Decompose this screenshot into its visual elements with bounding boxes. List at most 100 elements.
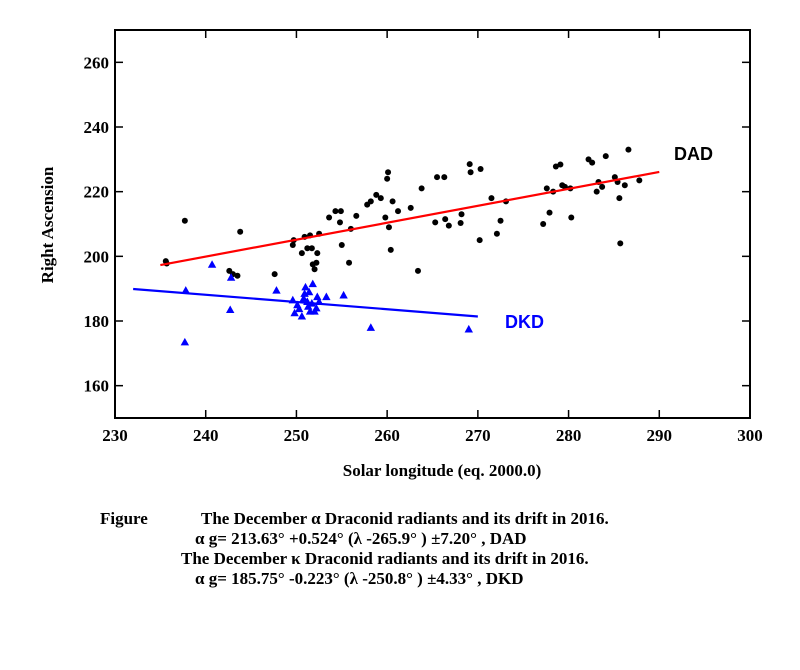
dad-point [557, 161, 564, 168]
dkd-point [304, 287, 314, 296]
dkd-trend-line [133, 287, 478, 318]
chart: 230 240 250 260 270 280 290 300 160 180 200 220 240 2… [38, 29, 763, 480]
y-tick-label: 240 [84, 118, 110, 137]
dad-point [476, 237, 483, 244]
dad-point [493, 230, 500, 237]
dad-point [441, 174, 448, 181]
dkd-point [301, 282, 310, 291]
dad-point [432, 219, 439, 226]
caption-label: Figure [100, 509, 148, 528]
dad-point [234, 272, 241, 279]
dad-point [395, 208, 402, 215]
dad-point [385, 169, 392, 176]
dad-point [414, 267, 421, 274]
series-label-dkd: DKD [505, 312, 544, 332]
dad-point [311, 266, 318, 273]
dad-point [418, 185, 425, 192]
dad-point [442, 216, 449, 223]
dad-point [636, 177, 643, 184]
dad-point [434, 174, 441, 181]
dad-point [326, 214, 333, 221]
dad-point [382, 214, 389, 221]
series-label-dad: DAD [674, 144, 713, 164]
dad-point [353, 212, 360, 219]
dad-point [599, 183, 606, 190]
dad-point [467, 169, 474, 176]
dad-point [367, 198, 374, 205]
dad-point [621, 182, 628, 189]
dad-point [298, 250, 305, 257]
dad-point [377, 195, 384, 202]
dkd-point [464, 324, 473, 333]
dkd-point [297, 311, 307, 320]
y-tick-label: 160 [84, 377, 110, 396]
dad-point [552, 163, 559, 170]
x-tick-label: 250 [284, 426, 310, 445]
dkd-point [290, 308, 299, 317]
dad-point [568, 214, 575, 221]
dad-point [313, 259, 320, 266]
dkd-point [226, 305, 235, 314]
dad-point [602, 153, 609, 160]
dad-point [497, 217, 504, 224]
dad-point [546, 209, 553, 216]
dad-point [616, 195, 623, 202]
x-tick-label: 230 [102, 426, 128, 445]
dkd-point [322, 292, 331, 301]
dad-point [445, 222, 452, 229]
caption-line-3: The December κ Draconid radiants and its… [181, 549, 589, 568]
dkd-point [312, 303, 321, 312]
x-tick-label: 300 [737, 426, 763, 445]
dad-point [384, 175, 391, 182]
dad-point [543, 185, 550, 192]
dkd-point [226, 273, 236, 281]
dkd-point [299, 294, 308, 302]
dkd-point [339, 290, 348, 299]
dad-point [304, 245, 311, 252]
dad-point [617, 240, 624, 247]
y-tick-label: 180 [84, 312, 110, 331]
dad-point [332, 208, 339, 215]
series-dad [160, 146, 660, 279]
series-dkd [133, 260, 478, 346]
dad-point [466, 161, 473, 168]
dad-point [271, 271, 278, 278]
plot-frame [114, 29, 751, 419]
dkd-point [366, 323, 376, 331]
dkd-point [181, 286, 190, 294]
dad-point [389, 198, 396, 205]
dkd-point [180, 337, 190, 346]
caption-line-2: α g= 213.63° +0.524° (λ -265.9° ) ±7.20°… [195, 529, 527, 548]
dad-point [611, 174, 618, 181]
y-tick-label: 220 [84, 183, 110, 202]
x-tick-label: 270 [465, 426, 491, 445]
dad-point [477, 166, 484, 173]
dad-point [337, 208, 344, 215]
dad-point [457, 220, 464, 227]
dkd-point [207, 260, 217, 268]
dkd-point [272, 286, 281, 294]
dad-point [540, 221, 547, 227]
dad-point [385, 224, 392, 231]
dad-point [387, 246, 394, 253]
x-tick-label: 280 [556, 426, 582, 445]
dad-point [338, 242, 345, 249]
dad-point [308, 245, 315, 252]
y-tick-label: 260 [84, 53, 110, 72]
x-axis-title: Solar longitude (eq. 2000.0) [343, 461, 542, 480]
y-tick-label: 200 [84, 247, 110, 266]
x-tick-label: 240 [193, 426, 219, 445]
dkd-point [294, 304, 304, 313]
dad-point [593, 188, 600, 195]
dad-point [458, 211, 465, 218]
x-tick-label: 290 [647, 426, 673, 445]
dad-point [373, 191, 380, 198]
chart-marks [133, 146, 660, 346]
dad-point [336, 219, 343, 226]
dad-point [625, 146, 632, 153]
dkd-point [308, 279, 317, 288]
dad-point [488, 195, 495, 202]
dad-point [314, 250, 321, 257]
dad-point [407, 204, 414, 211]
y-axis-title: Right Ascension [38, 166, 57, 283]
